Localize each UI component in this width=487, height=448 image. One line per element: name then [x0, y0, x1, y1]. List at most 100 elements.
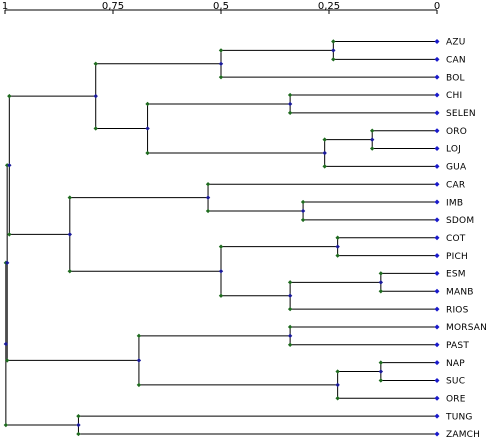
branch-endpoint-marker [136, 382, 142, 388]
leaf-node-marker [434, 128, 440, 134]
merge-node-marker [331, 48, 336, 53]
branch-endpoint-marker [300, 217, 306, 223]
leaf-node-marker [434, 270, 440, 276]
merge-node-marker [378, 280, 384, 285]
merge-node-marker [322, 150, 327, 156]
merge-node-marker [218, 61, 224, 66]
branch-endpoint-marker [145, 150, 150, 156]
branch-endpoint-marker [218, 74, 224, 80]
axis-tick-label: 1 [2, 1, 8, 12]
merge-node-marker [3, 341, 9, 347]
merge-node-marker [76, 422, 81, 428]
leaf-label: CHI [446, 91, 462, 101]
leaf-node-marker [434, 163, 440, 169]
branch-endpoint-marker [287, 110, 293, 116]
leaf-labels: AZU CAN BOL CHI SELEN ORO LOJ GUA CAR IMB SDOM COT P… [445, 38, 487, 440]
branch-endpoint-marker [4, 358, 10, 363]
merge-node-marker [218, 268, 224, 274]
leaf-label: SDOM [446, 216, 474, 226]
leaf-node-marker [434, 181, 440, 187]
dendrogram-nodes [3, 39, 440, 437]
axis-tick-label: 0,5 [213, 1, 229, 12]
axis-tick-label: 0,25 [318, 1, 340, 12]
leaf-node-marker [434, 56, 440, 62]
leaf-label: SUC [446, 377, 465, 387]
branch-endpoint-marker [7, 232, 12, 237]
leaf-label: ZAMCH [446, 430, 480, 440]
branch-endpoint-marker [331, 39, 336, 44]
leaf-node-marker [434, 253, 440, 259]
branch-endpoint-marker [335, 253, 340, 258]
leaf-node-marker [434, 110, 440, 116]
branch-endpoint-marker [378, 271, 384, 276]
branch-endpoint-marker [331, 57, 336, 62]
leaf-node-marker [434, 217, 440, 223]
branch-endpoint-marker [218, 244, 224, 249]
leaf-node-marker [434, 288, 440, 294]
branch-endpoint-marker [145, 101, 150, 107]
leaf-label: ESM [446, 270, 466, 280]
leaf-node-marker [434, 342, 440, 348]
branch-endpoint-marker [287, 92, 293, 98]
branch-endpoint-marker [287, 324, 293, 330]
branch-endpoint-marker [76, 431, 81, 437]
merge-node-marker [93, 93, 98, 99]
leaf-label: ORE [446, 395, 466, 405]
leaf-node-marker [434, 431, 440, 437]
leaf-node-marker [434, 92, 440, 98]
leaf-label: AZU [446, 38, 466, 48]
merge-node-marker [370, 137, 375, 142]
branch-endpoint-marker [93, 126, 98, 131]
merge-node-marker [287, 101, 293, 107]
branch-endpoint-marker [335, 396, 340, 401]
leaf-label: SELEN [446, 109, 476, 119]
leaf-label: LOJ [446, 145, 461, 155]
leaf-node-marker [434, 74, 440, 80]
leaf-label: ORO [446, 127, 467, 137]
leaf-label: CAN [446, 56, 466, 66]
branch-endpoint-marker [205, 182, 211, 187]
merge-node-marker [4, 260, 10, 266]
leaf-node-marker [434, 306, 440, 312]
branch-endpoint-marker [3, 422, 9, 428]
leaf-label: RIOS [446, 305, 469, 315]
branch-endpoint-marker [378, 360, 384, 365]
leaf-node-marker [434, 395, 440, 401]
axis-tick-label: 0 [434, 1, 440, 12]
merge-node-marker [67, 232, 72, 237]
leaf-node-marker [434, 324, 440, 330]
branch-endpoint-marker [136, 333, 142, 339]
merge-node-marker [145, 126, 150, 131]
merge-node-marker [287, 333, 293, 339]
branch-endpoint-marker [322, 164, 327, 169]
dendrogram-branches [5, 41, 437, 435]
branch-endpoint-marker [205, 208, 211, 214]
leaf-node-marker [434, 360, 440, 366]
distance-axis: 1 0,75 0,5 0,25 0 [2, 1, 440, 14]
branch-endpoint-marker [218, 293, 224, 298]
axis-tick-label: 0,75 [102, 1, 124, 12]
leaf-label: PAST [446, 341, 469, 351]
merge-node-marker [287, 293, 293, 298]
leaf-label: BOL [446, 73, 465, 83]
leaf-label: PICH [446, 252, 468, 262]
branch-endpoint-marker [76, 413, 81, 419]
branch-endpoint-marker [378, 378, 384, 383]
branch-endpoint-marker [300, 199, 306, 205]
branch-endpoint-marker [287, 306, 293, 312]
branch-endpoint-marker [7, 93, 12, 99]
merge-node-marker [7, 163, 12, 168]
merge-node-marker [378, 369, 384, 374]
leaf-node-marker [434, 377, 440, 383]
branch-endpoint-marker [335, 369, 340, 374]
leaf-label: CAR [446, 180, 465, 190]
branch-endpoint-marker [93, 61, 98, 66]
branch-endpoint-marker [287, 342, 293, 347]
leaf-label: NAP [446, 359, 465, 369]
leaf-node-marker [434, 39, 440, 44]
branch-endpoint-marker [335, 235, 340, 240]
leaf-label: COT [446, 234, 466, 244]
branch-endpoint-marker [218, 48, 224, 53]
branch-endpoint-marker [67, 268, 72, 274]
